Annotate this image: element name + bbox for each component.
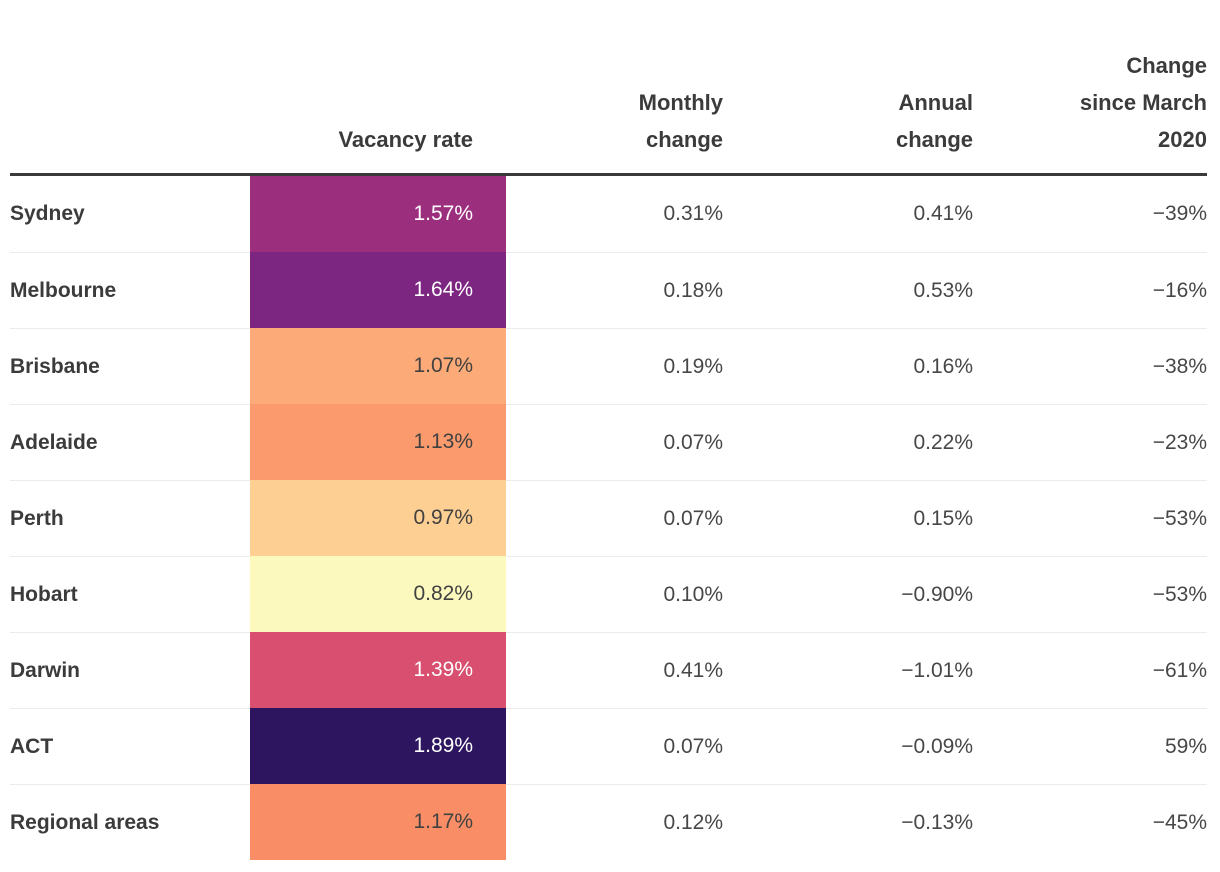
table-row: ACT 1.89% 0.07% −0.09% 59% xyxy=(10,708,1207,784)
vacancy-rate-cell: 1.07% xyxy=(250,328,506,404)
header-monthly-change: Monthly change xyxy=(638,90,723,152)
city-label: Regional areas xyxy=(10,784,250,860)
change-since-march-2020-cell: −53% xyxy=(973,480,1207,556)
vacancy-rate-cell: 1.13% xyxy=(250,404,506,480)
vacancy-rate-cell: 1.89% xyxy=(250,708,506,784)
annual-change-cell: 0.53% xyxy=(723,252,973,328)
monthly-change-cell: 0.07% xyxy=(506,708,723,784)
table-row: Regional areas 1.17% 0.12% −0.13% −45% xyxy=(10,784,1207,860)
annual-change-cell: −0.09% xyxy=(723,708,973,784)
monthly-change-cell: 0.18% xyxy=(506,252,723,328)
change-since-march-2020-cell: −45% xyxy=(973,784,1207,860)
annual-change-cell: 0.22% xyxy=(723,404,973,480)
table-row: Brisbane 1.07% 0.19% 0.16% −38% xyxy=(10,328,1207,404)
table-row: Hobart 0.82% 0.10% −0.90% −53% xyxy=(10,556,1207,632)
monthly-change-cell: 0.07% xyxy=(506,480,723,556)
monthly-change-cell: 0.10% xyxy=(506,556,723,632)
vacancy-rate-cell: 0.97% xyxy=(250,480,506,556)
table-header-row: Vacancy rate Monthly change Annual chang… xyxy=(10,0,1207,176)
annual-change-cell: 0.41% xyxy=(913,202,973,225)
change-since-march-2020-cell: −16% xyxy=(973,252,1207,328)
annual-change-cell: −0.13% xyxy=(723,784,973,860)
table-row: Adelaide 1.13% 0.07% 0.22% −23% xyxy=(10,404,1207,480)
monthly-change-cell: 0.12% xyxy=(506,784,723,860)
city-label: Melbourne xyxy=(10,252,250,328)
change-since-march-2020-cell: −38% xyxy=(973,328,1207,404)
monthly-change-cell: 0.07% xyxy=(506,404,723,480)
header-annual-change: Annual change xyxy=(895,90,973,152)
table-row: Darwin 1.39% 0.41% −1.01% −61% xyxy=(10,632,1207,708)
city-label: Brisbane xyxy=(10,328,250,404)
vacancy-rate-cell: 1.57% xyxy=(250,176,506,252)
city-label: Hobart xyxy=(10,556,250,632)
change-since-march-2020-cell: −53% xyxy=(973,556,1207,632)
city-label: Adelaide xyxy=(10,404,250,480)
header-vacancy-rate: Vacancy rate xyxy=(338,127,473,152)
monthly-change-cell: 0.41% xyxy=(506,632,723,708)
annual-change-cell: 0.16% xyxy=(723,328,973,404)
change-since-march-2020-cell: −39% xyxy=(1152,202,1207,225)
table-row: Sydney 1.57% 0.31% 0.41% −39% xyxy=(10,176,1207,252)
vacancy-rates-table: Vacancy rate Monthly change Annual chang… xyxy=(10,0,1207,860)
change-since-march-2020-cell: 59% xyxy=(973,708,1207,784)
annual-change-cell: −0.90% xyxy=(723,556,973,632)
header-change-since-march-2020: Change since March 2020 xyxy=(1079,53,1207,152)
annual-change-cell: 0.15% xyxy=(723,480,973,556)
vacancy-rate-cell: 1.64% xyxy=(250,252,506,328)
change-since-march-2020-cell: −23% xyxy=(973,404,1207,480)
city-label: Sydney xyxy=(10,202,85,225)
table-row: Melbourne 1.64% 0.18% 0.53% −16% xyxy=(10,252,1207,328)
vacancy-rate-cell: 1.39% xyxy=(250,632,506,708)
change-since-march-2020-cell: −61% xyxy=(973,632,1207,708)
city-label: Perth xyxy=(10,480,250,556)
vacancy-rate-cell: 0.82% xyxy=(250,556,506,632)
city-label: ACT xyxy=(10,708,250,784)
annual-change-cell: −1.01% xyxy=(723,632,973,708)
monthly-change-cell: 0.19% xyxy=(506,328,723,404)
monthly-change-cell: 0.31% xyxy=(663,202,723,225)
header-city xyxy=(10,158,250,173)
table-row: Perth 0.97% 0.07% 0.15% −53% xyxy=(10,480,1207,556)
city-label: Darwin xyxy=(10,632,250,708)
vacancy-rate-cell: 1.17% xyxy=(250,784,506,860)
